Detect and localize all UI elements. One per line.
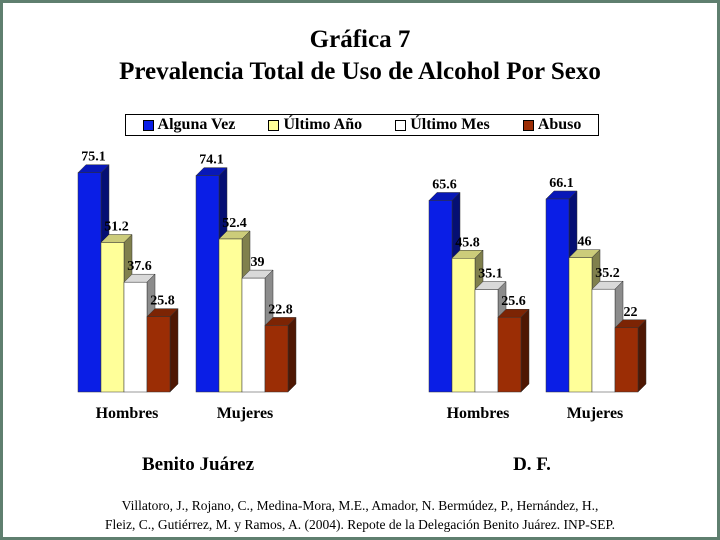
bar bbox=[591, 288, 616, 393]
data-label: 46 bbox=[578, 235, 592, 250]
bar-side bbox=[637, 319, 647, 393]
bar bbox=[614, 327, 639, 393]
legend: Alguna Vez Último Año Último Mes Abuso bbox=[125, 114, 599, 136]
source-line-2: Fleiz, C., Gutiérrez, M. y Ramos, A. (20… bbox=[105, 517, 615, 532]
bar bbox=[428, 200, 453, 393]
data-label: 74.1 bbox=[199, 153, 224, 168]
source-line-1: Villatoro, J., Rojano, C., Medina-Mora, … bbox=[121, 498, 599, 513]
bar bbox=[497, 316, 522, 393]
data-label: 22 bbox=[624, 305, 638, 320]
bar bbox=[77, 172, 102, 393]
data-label: 37.6 bbox=[127, 259, 152, 274]
data-label: 52.4 bbox=[222, 216, 247, 231]
data-label: 51.2 bbox=[104, 219, 129, 234]
legend-label: Último Mes bbox=[410, 116, 490, 133]
bar bbox=[264, 325, 289, 393]
legend-item-ultimo-mes: Último Mes bbox=[395, 116, 490, 134]
bar bbox=[474, 289, 499, 393]
chart-title: Gráfica 7 bbox=[309, 26, 411, 53]
category-label: Hombres bbox=[447, 405, 510, 422]
bar bbox=[146, 316, 171, 393]
bar bbox=[241, 277, 266, 393]
category-label: Hombres bbox=[96, 405, 159, 422]
legend-swatch bbox=[268, 119, 280, 131]
legend-swatch bbox=[395, 119, 407, 131]
chart-subtitle: Prevalencia Total de Uso de Alcohol Por … bbox=[119, 58, 601, 85]
data-label: 65.6 bbox=[432, 177, 457, 192]
data-label: 35.1 bbox=[478, 267, 503, 282]
group-title-df: D. F. bbox=[513, 454, 551, 475]
bar bbox=[100, 242, 125, 393]
bar bbox=[123, 281, 148, 393]
bar bbox=[218, 238, 243, 393]
legend-swatch bbox=[142, 119, 154, 131]
bar bbox=[195, 175, 220, 393]
bar-side bbox=[520, 308, 530, 393]
category-label: Mujeres bbox=[567, 405, 624, 422]
source-citation: Villatoro, J., Rojano, C., Medina-Mora, … bbox=[0, 496, 720, 534]
legend-label: Último Año bbox=[283, 116, 363, 133]
bar bbox=[451, 258, 476, 393]
bar-side bbox=[169, 308, 179, 393]
bar bbox=[568, 257, 593, 393]
data-label: 25.6 bbox=[501, 294, 526, 309]
data-label: 45.8 bbox=[455, 235, 480, 250]
data-label: 39 bbox=[251, 255, 265, 270]
group-title-benito-juarez: Benito Juárez bbox=[141, 454, 255, 475]
data-label: 25.8 bbox=[150, 294, 175, 309]
data-label: 66.1 bbox=[549, 176, 574, 191]
legend-item-abuso: Abuso bbox=[522, 116, 582, 134]
legend-label: Abuso bbox=[537, 116, 582, 133]
legend-swatch bbox=[522, 119, 534, 131]
data-label: 75.1 bbox=[81, 150, 106, 165]
bar-side bbox=[287, 316, 297, 393]
category-label: Mujeres bbox=[217, 405, 274, 422]
legend-item-alguna-vez: Alguna Vez bbox=[142, 116, 236, 134]
bar bbox=[545, 198, 570, 393]
data-label: 22.8 bbox=[268, 302, 293, 317]
data-label: 35.2 bbox=[595, 266, 620, 281]
legend-label: Alguna Vez bbox=[157, 116, 236, 133]
legend-item-ultimo-ano: Último Año bbox=[268, 116, 362, 134]
